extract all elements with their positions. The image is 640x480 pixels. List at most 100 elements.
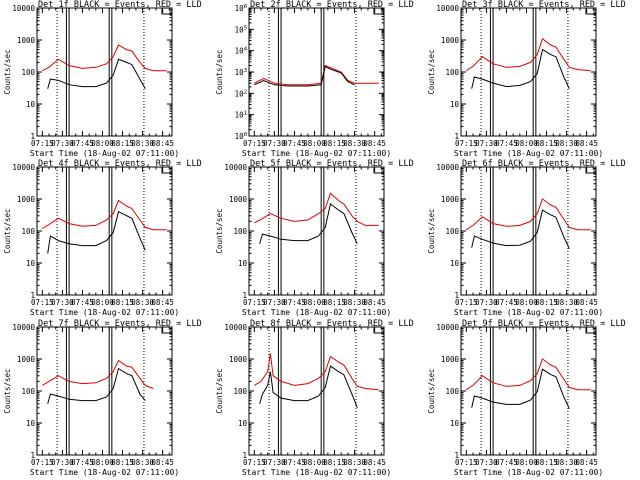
- y-tick-label: 100: [445, 387, 459, 396]
- x-tick-label: 07:15: [455, 458, 478, 467]
- y-tick-label: 1000: [17, 36, 36, 45]
- x-tick-label: 07:15: [31, 298, 54, 307]
- x-tick-label: 08:00: [303, 458, 326, 467]
- y-tick-label: 1000: [229, 195, 248, 204]
- x-axis-label: Start Time (18-Aug-02 07:11:00): [242, 149, 391, 158]
- x-tick-label: 08:00: [515, 458, 538, 467]
- x-tick-label: 07:15: [31, 139, 54, 148]
- legend-box: [373, 167, 384, 174]
- y-tick-label: 100: [21, 387, 35, 396]
- y-tick-label: 1: [30, 132, 35, 141]
- x-tick-label: 08:15: [111, 458, 134, 467]
- x-tick-label: 07:45: [495, 139, 518, 148]
- series-line-events: [471, 48, 570, 89]
- x-tick-label: 07:45: [283, 298, 306, 307]
- y-axis-label: Counts/sec: [215, 208, 224, 253]
- x-tick-label: 08:15: [323, 298, 346, 307]
- x-tick-label: 08:45: [151, 298, 174, 307]
- x-tick-label: 07:45: [283, 139, 306, 148]
- y-tick-label: 10: [26, 259, 36, 268]
- y-tick-label: 10000: [436, 163, 459, 172]
- detector-panel-9: Det 9f BLACK = Events, RED = LLD Counts/s…: [427, 319, 626, 477]
- x-tick-label: 08:00: [91, 298, 114, 307]
- x-axis-label: Start Time (18-Aug-02 07:11:00): [30, 468, 179, 477]
- y-axis-label: Counts/sec: [3, 368, 12, 413]
- x-tick-label: 08:30: [131, 458, 154, 467]
- y-tick-label: 106: [235, 4, 247, 13]
- x-tick-label: 08:00: [91, 139, 114, 148]
- y-tick-label: 10: [450, 419, 460, 428]
- y-tick-label: 1000: [441, 355, 460, 364]
- y-tick-label: 100: [445, 227, 459, 236]
- y-tick-label: 10000: [12, 163, 35, 172]
- y-tick-label: 10000: [436, 323, 459, 332]
- x-tick-label: 07:15: [455, 139, 478, 148]
- plot-title: Det 9f BLACK = Events, RED = LLD: [462, 319, 626, 329]
- x-tick-label: 08:30: [555, 458, 578, 467]
- x-tick-label: 07:45: [283, 458, 306, 467]
- y-tick-label: 1: [242, 451, 247, 460]
- legend-box: [373, 8, 384, 15]
- x-tick-label: 08:00: [515, 298, 538, 307]
- y-tick-label: 1: [454, 451, 459, 460]
- x-tick-label: 07:30: [263, 298, 286, 307]
- y-tick-label: 10000: [12, 323, 35, 332]
- plot-title: Det 2f BLACK = Events, RED = LLD: [250, 0, 414, 10]
- x-tick-label: 08:00: [515, 139, 538, 148]
- x-tick-label: 08:30: [131, 298, 154, 307]
- legend-box: [585, 8, 596, 15]
- x-tick-label: 08:45: [151, 458, 174, 467]
- y-tick-label: 100: [235, 132, 247, 141]
- y-tick-label: 10000: [224, 163, 247, 172]
- plot-title: Det 8f BLACK = Events, RED = LLD: [250, 319, 414, 329]
- x-axis-label: Start Time (18-Aug-02 07:11:00): [242, 468, 391, 477]
- y-axis-label: Counts/sec: [3, 49, 12, 94]
- y-axis-label: Counts/sec: [427, 49, 436, 94]
- x-tick-label: 08:45: [363, 298, 386, 307]
- x-tick-label: 07:45: [495, 298, 518, 307]
- series-line-lld: [42, 359, 154, 389]
- detector-panel-1: Det 1f BLACK = Events, RED = LLD Counts/s…: [3, 0, 202, 158]
- legend-box: [161, 8, 172, 15]
- y-tick-label: 100: [233, 387, 247, 396]
- x-tick-label: 07:30: [475, 298, 498, 307]
- series-line-lld: [254, 192, 379, 226]
- y-tick-label: 10: [238, 419, 248, 428]
- x-tick-label: 08:15: [111, 139, 134, 148]
- series-line-lld: [254, 64, 379, 86]
- y-tick-label: 1: [454, 132, 459, 141]
- series-line-events: [259, 365, 358, 408]
- y-tick-label: 10: [450, 259, 460, 268]
- x-tick-label: 07:15: [455, 298, 478, 307]
- x-tick-label: 08:15: [535, 139, 558, 148]
- x-tick-label: 08:45: [363, 458, 386, 467]
- x-axis-label: Start Time (18-Aug-02 07:11:00): [454, 468, 603, 477]
- y-tick-label: 100: [445, 68, 459, 77]
- x-tick-label: 08:15: [535, 458, 558, 467]
- x-tick-label: 07:30: [263, 458, 286, 467]
- plot-title: Det 6f BLACK = Events, RED = LLD: [462, 159, 626, 169]
- y-axis-label: Counts/sec: [215, 49, 224, 94]
- y-tick-label: 100: [21, 68, 35, 77]
- y-tick-label: 1000: [229, 355, 248, 364]
- series-line-events: [47, 58, 146, 89]
- x-tick-label: 08:15: [111, 298, 134, 307]
- y-tick-label: 10: [26, 100, 36, 109]
- x-tick-label: 07:30: [51, 139, 74, 148]
- x-tick-label: 08:45: [575, 458, 598, 467]
- x-tick-label: 08:00: [303, 139, 326, 148]
- y-tick-label: 102: [235, 89, 247, 98]
- x-tick-label: 07:45: [71, 458, 94, 467]
- y-tick-label: 100: [21, 227, 35, 236]
- series-line-events: [471, 209, 570, 249]
- x-axis-label: Start Time (18-Aug-02 07:11:00): [30, 149, 179, 158]
- x-tick-label: 08:30: [343, 298, 366, 307]
- x-tick-label: 07:45: [71, 298, 94, 307]
- y-tick-label: 105: [235, 25, 247, 34]
- detector-panel-5: Det 5f BLACK = Events, RED = LLD Counts/s…: [215, 159, 414, 317]
- detector-panel-7: Det 7f BLACK = Events, RED = LLD Counts/s…: [3, 319, 202, 477]
- legend-box: [585, 327, 596, 334]
- x-tick-label: 07:30: [51, 298, 74, 307]
- series-line-lld: [42, 199, 167, 231]
- y-tick-label: 1: [242, 291, 247, 300]
